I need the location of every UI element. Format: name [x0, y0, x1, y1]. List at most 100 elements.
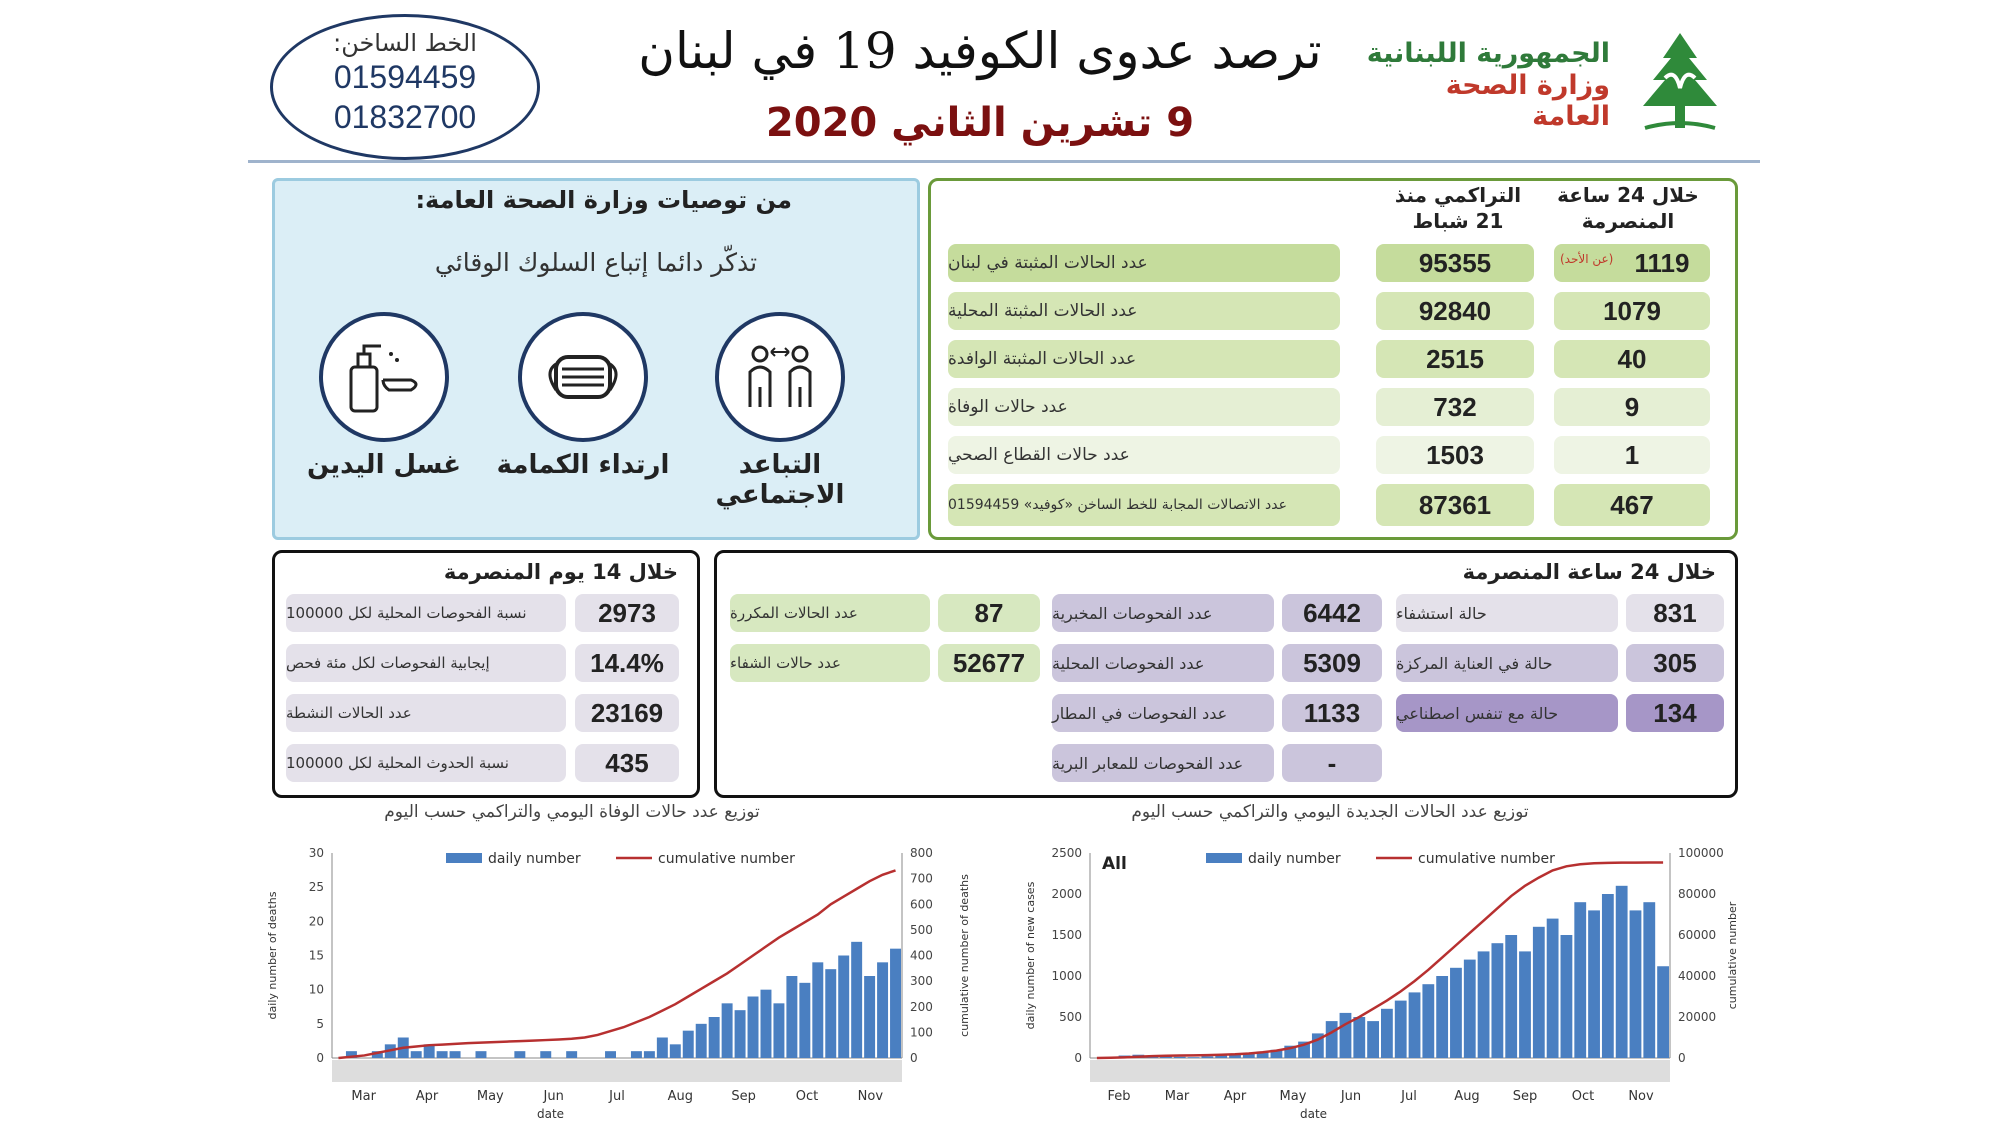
daily-bar: [475, 1051, 487, 1058]
month-label: Nov: [1628, 1089, 1654, 1104]
daily-bar: [1325, 1021, 1338, 1058]
daily-bar: [760, 989, 772, 1058]
month-label: May: [1280, 1089, 1307, 1104]
y2-tick-label: 100000: [1678, 846, 1724, 860]
daily-bar: [682, 1030, 694, 1058]
stat-note: (عن الأحد): [1560, 252, 1614, 266]
col-header-24h: خلال 24 ساعة المنصرمة: [1557, 183, 1699, 233]
legend-daily-label: daily number: [488, 851, 581, 867]
stat-daily: 1079: [1554, 292, 1710, 330]
mask-label: ارتداء الكمامة: [496, 450, 670, 480]
recommendations-subtitle: تذكّر دائما إتباع السلوك الوقائي: [434, 248, 758, 277]
y-axis-label: daily number of new cases: [1024, 881, 1037, 1029]
daily-bar: [669, 1044, 681, 1058]
hotline-number-1: 01594459: [333, 59, 477, 95]
hospital-label: حالة مع تنفس اصطناعي: [1396, 694, 1618, 732]
stat-cumulative: 95355: [1376, 244, 1534, 282]
daily-bar: [1201, 1056, 1214, 1058]
last-24h-panel: [714, 550, 1738, 798]
stat-cumulative: 92840: [1376, 292, 1534, 330]
daily-bar: [410, 1051, 422, 1058]
tests-label: عدد الفحوصات المحلية: [1052, 644, 1274, 682]
y-tick-label: 15: [309, 949, 324, 963]
y2-tick-label: 100: [910, 1025, 933, 1039]
social-distance-icon: [715, 312, 845, 442]
month-label: Aug: [668, 1089, 693, 1104]
stat-daily: 1: [1554, 436, 1710, 474]
box14-label: نسبة الفحوصات المحلية لكل 100000: [286, 594, 566, 632]
stat-label: عدد حالات الوفاة: [948, 388, 1340, 426]
tests-label: عدد الفحوصات للمعابر البرية: [1052, 744, 1274, 782]
daily-bar: [345, 1051, 357, 1058]
daily-bar: [1298, 1041, 1310, 1058]
report-date: 9 تشرين الثاني 2020: [765, 100, 1195, 146]
daily-bar: [656, 1037, 668, 1058]
deaths-chart: 30 25 20 15 10 5 0 800 700 600 500 400 300 200 100 0 Mar…: [266, 846, 971, 1121]
box14-value: 2973: [575, 594, 679, 632]
hospital-label: حالة في العناية المركزة: [1396, 644, 1618, 682]
chart-annotation: All: [1102, 854, 1127, 874]
stat-cumulative: 1503: [1376, 436, 1534, 474]
y2-tick-label: 700: [910, 872, 933, 886]
hospital-value: 305: [1626, 644, 1724, 682]
daily-bar: [708, 1017, 720, 1058]
box14-value: 23169: [575, 694, 679, 732]
daily-bar: [1491, 943, 1504, 1058]
tests-label: عدد الفحوصات في المطار: [1052, 694, 1274, 732]
other-value: 87: [938, 594, 1040, 632]
y-axis-label: daily number of deaths: [266, 891, 279, 1019]
daily-bar: [1187, 1057, 1200, 1058]
cumulative-line: [338, 869, 896, 1060]
stat-label: عدد الحالات المثبتة في لبنان: [948, 244, 1340, 282]
y2-tick-label: 20000: [1678, 1010, 1716, 1024]
box14-label: نسبة الحدوث المحلية لكل 100000: [286, 744, 566, 782]
x-axis-label: date: [537, 1107, 564, 1121]
stat-daily: 1119: [1554, 244, 1710, 282]
daily-bar: [1311, 1033, 1324, 1058]
tests-label: عدد الفحوصات المخبرية: [1052, 594, 1274, 632]
month-label: Aug: [1454, 1089, 1479, 1104]
deaths-chart-title: توزيع عدد حالات الوفاة اليومي والتراكمي …: [384, 802, 760, 822]
month-label: May: [477, 1089, 504, 1104]
daily-bar: [605, 1051, 616, 1058]
daily-bar: [643, 1051, 655, 1058]
daily-bar: [1519, 951, 1531, 1058]
daily-bar: [1229, 1054, 1241, 1058]
y-tick-label: 25: [309, 880, 324, 894]
tests-value: -: [1282, 744, 1382, 782]
y2-tick-label: 40000: [1678, 969, 1716, 983]
daily-bar: [371, 1051, 383, 1058]
daily-bar: [695, 1023, 707, 1058]
date-band: [1090, 1060, 1670, 1082]
republic-name: الجمهورية اللبنانية: [1366, 38, 1610, 69]
daily-bar: [786, 976, 798, 1058]
y-tick-label: 20: [309, 914, 324, 928]
page-title: ترصد عدوى الكوفيد 19 في لبنان: [638, 22, 1322, 80]
month-label: Jun: [1340, 1089, 1361, 1104]
cases-chart: 2500 2000 1500 1000 500 0 100000 80000 60000 4000…: [1024, 846, 1739, 1121]
y-tick-label: 500: [1059, 1010, 1082, 1024]
y-tick-label: 0: [316, 1051, 324, 1065]
tests-value: 5309: [1282, 644, 1382, 682]
daily-bar: [838, 955, 850, 1058]
daily-bar: [851, 941, 863, 1058]
other-label: عدد الحالات المكررة: [730, 594, 930, 632]
y2-tick-label: 300: [910, 974, 933, 988]
y2-tick-label: 80000: [1678, 887, 1716, 901]
daily-bar: [1629, 910, 1642, 1058]
daily-bar: [734, 1010, 746, 1058]
daily-bar: [630, 1051, 642, 1058]
daily-bar: [1615, 885, 1628, 1058]
stat-label: عدد الاتصالات المجابة للخط الساخن «كوفيد…: [948, 484, 1340, 526]
month-label: Sep: [731, 1089, 756, 1104]
col-header-cumulative: التراكمي منذ 21 شباط: [1394, 183, 1522, 233]
main-stats-panel: [928, 178, 1738, 540]
legend-cumulative-label: cumulative number: [658, 851, 795, 867]
social-distance-label: التباعد الاجتماعي: [715, 450, 845, 510]
y-tick-label: 0: [1074, 1051, 1082, 1065]
stat-cumulative: 87361: [1376, 484, 1534, 526]
y-tick-label: 10: [309, 983, 324, 997]
cedar-logo-icon: [1625, 28, 1735, 138]
month-label: Nov: [858, 1089, 884, 1104]
daily-bar: [1353, 1017, 1366, 1058]
